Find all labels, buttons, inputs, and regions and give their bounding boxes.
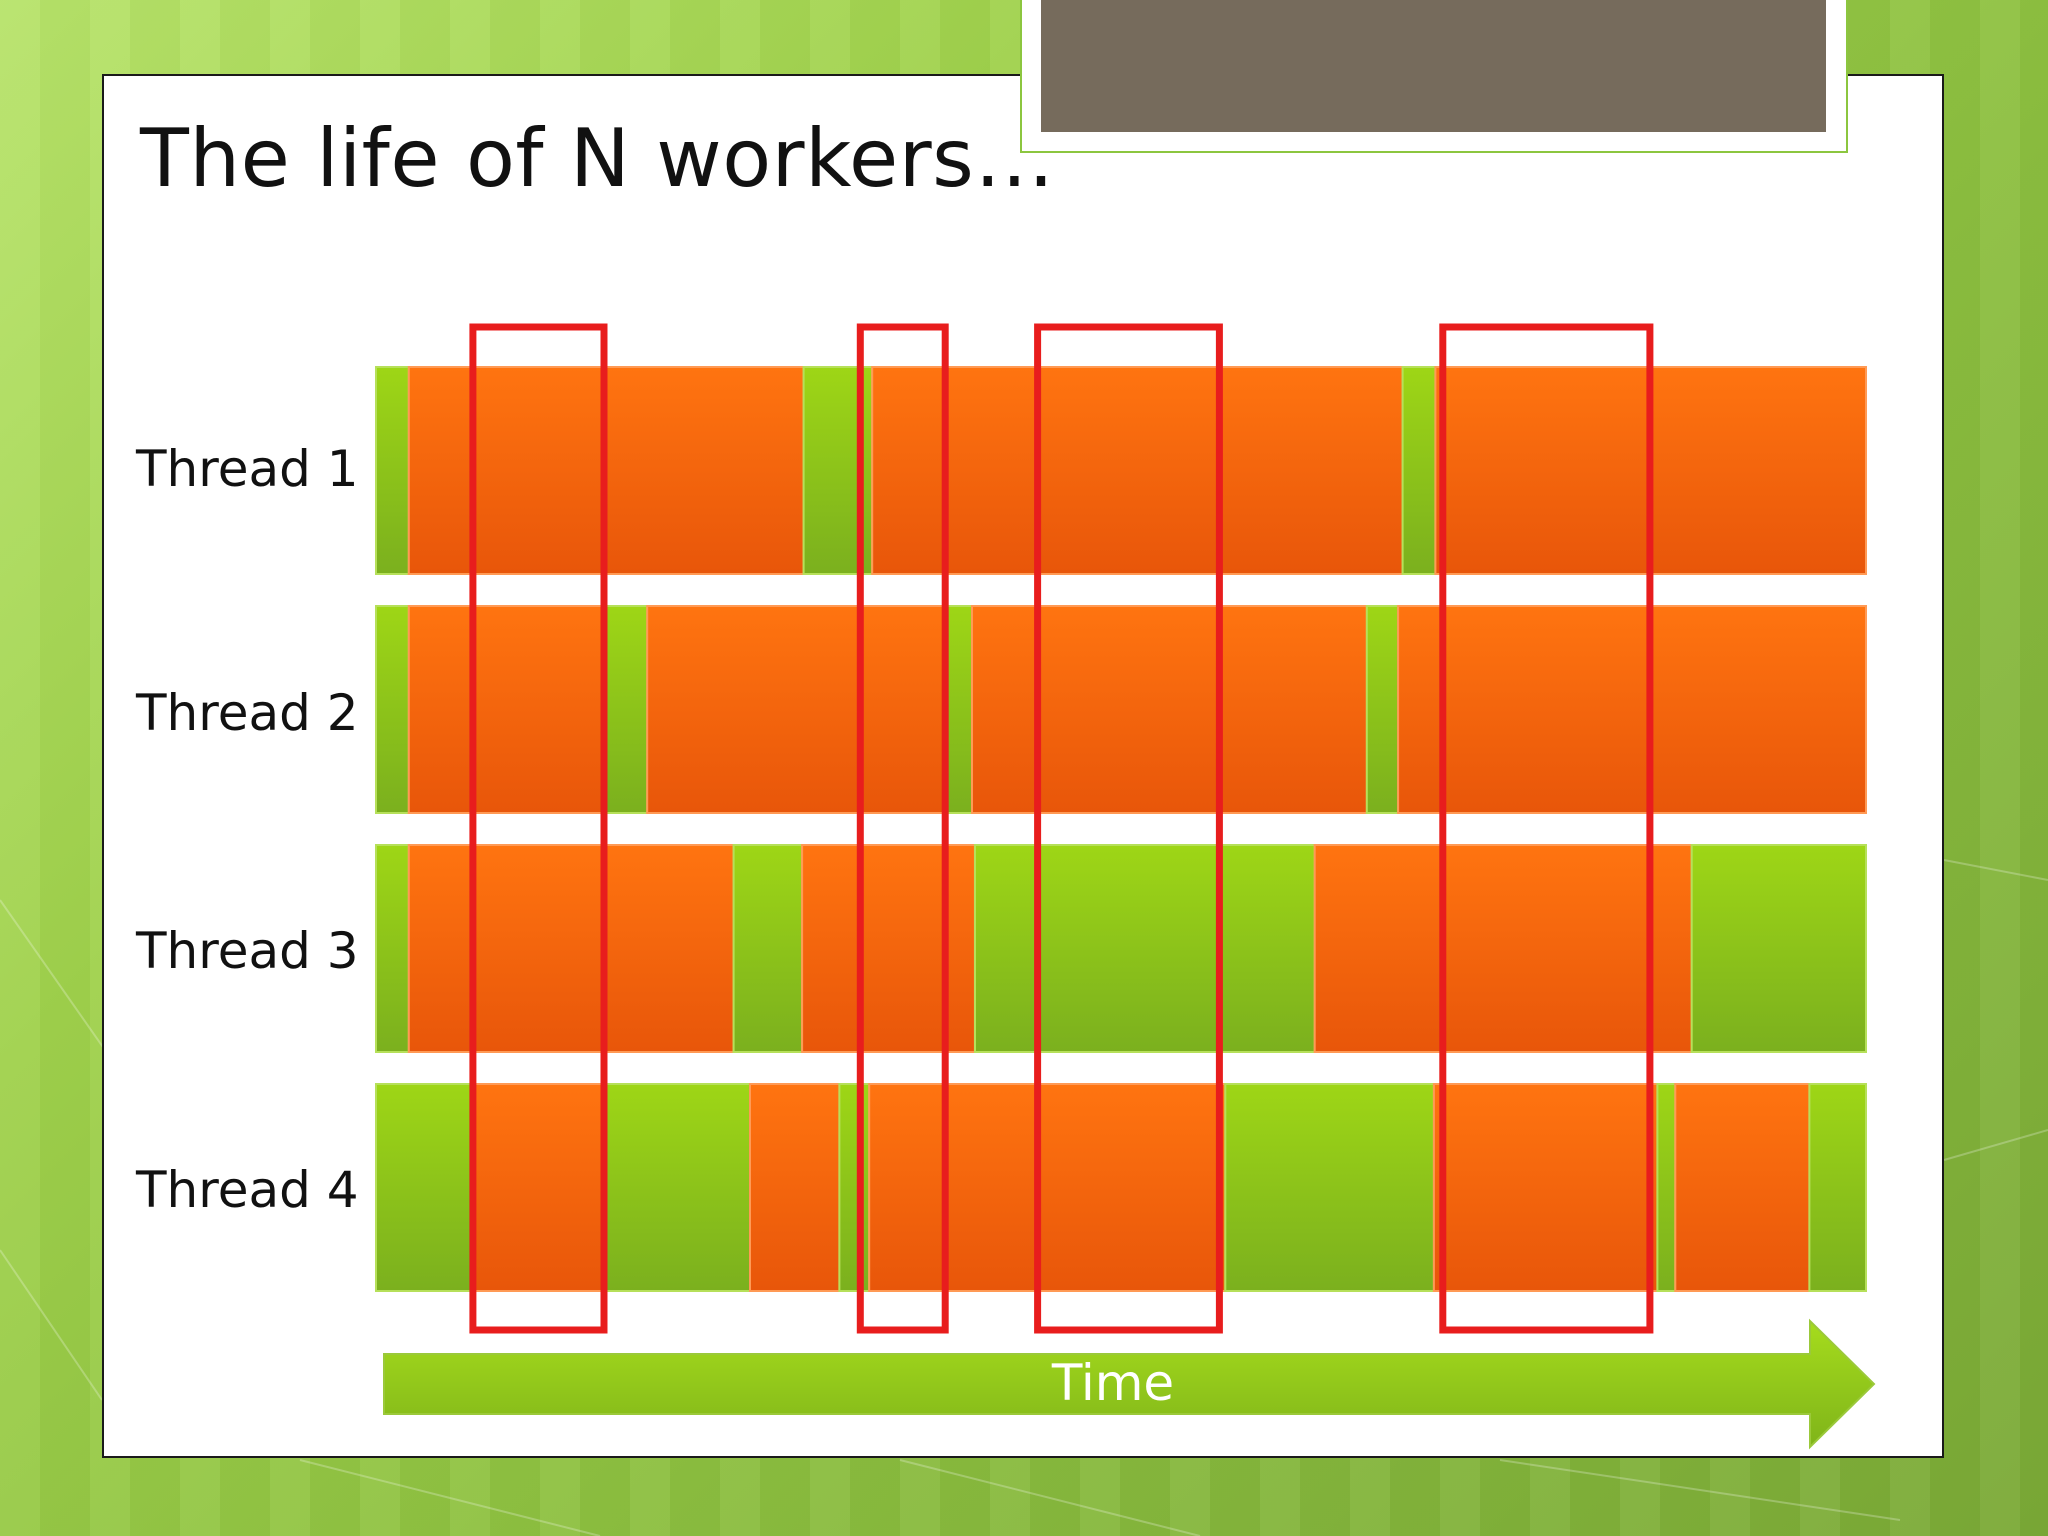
thread-3-work-segment-2 (407, 844, 735, 1053)
highlight-window-1 (469, 323, 608, 1334)
slide-title: The life of N workers… (140, 112, 1055, 205)
thread-3-idle-segment-1 (375, 844, 410, 1053)
thread-4-idle-segment-9 (1656, 1083, 1677, 1292)
thread-1-idle-segment-1 (375, 366, 410, 575)
thread-2-work-segment-6 (971, 605, 1368, 814)
thread-2-idle-segment-5 (945, 605, 974, 814)
thread-row-1 (375, 366, 1868, 575)
thread-1-idle-segment-5 (1401, 366, 1437, 575)
time-axis-label: Time (1051, 1354, 1174, 1412)
thread-3-work-segment-6 (1313, 844, 1693, 1053)
thread-2-idle-segment-3 (604, 605, 649, 814)
thread-4-idle-segment-3 (603, 1083, 751, 1292)
time-axis-arrow (383, 1318, 1876, 1450)
thread-row-2 (375, 605, 1867, 814)
highlight-window-4 (1439, 323, 1654, 1334)
thread-2-work-segment-4 (646, 605, 948, 814)
thread-4-idle-segment-5 (838, 1083, 871, 1292)
thread-row-4 (375, 1083, 1868, 1292)
thread-4-work-segment-6 (868, 1083, 1227, 1292)
thread-label-4: Thread 4 (136, 1161, 359, 1219)
thread-label-1: Thread 1 (136, 440, 359, 498)
thread-3-work-segment-4 (801, 844, 976, 1053)
thread-4-work-segment-4 (749, 1083, 841, 1292)
thread-3-idle-segment-3 (732, 844, 804, 1053)
thread-label-2: Thread 2 (136, 684, 359, 742)
thread-label-3: Thread 3 (136, 922, 359, 980)
highlight-window-3 (1034, 323, 1223, 1334)
thread-2-work-segment-2 (407, 605, 607, 814)
thread-4-idle-segment-7 (1224, 1083, 1435, 1292)
thread-4-idle-segment-1 (375, 1083, 474, 1292)
thread-2-work-segment-8 (1397, 605, 1867, 814)
thread-row-3 (375, 844, 1867, 1053)
thread-3-idle-segment-7 (1690, 844, 1867, 1053)
thread-3-idle-segment-5 (974, 844, 1316, 1053)
thread-2-idle-segment-7 (1365, 605, 1400, 814)
thread-4-work-segment-2 (471, 1083, 605, 1292)
thread-2-idle-segment-1 (375, 605, 410, 814)
thread-4-work-segment-10 (1674, 1083, 1811, 1292)
highlight-window-2 (856, 323, 949, 1334)
thread-4-idle-segment-11 (1808, 1083, 1868, 1292)
thread-4-work-segment-8 (1432, 1083, 1659, 1292)
header-decoration-block (1041, 0, 1826, 132)
thread-1-work-segment-4 (871, 366, 1404, 575)
